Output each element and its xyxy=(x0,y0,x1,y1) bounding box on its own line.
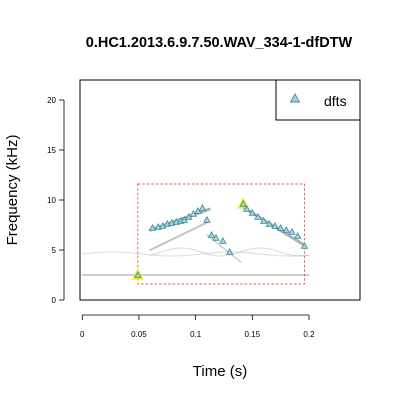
y-tick-label: 15 xyxy=(47,146,56,155)
spectrogram-trace xyxy=(149,247,310,257)
legend-entry-dfts: dfts xyxy=(324,93,347,109)
data-point xyxy=(212,233,220,241)
data-point xyxy=(254,212,262,220)
y-tick-label: 10 xyxy=(47,196,56,205)
data-point xyxy=(242,204,251,212)
data-point xyxy=(265,219,274,227)
y-axis: 0 5 10 15 20 xyxy=(47,96,65,305)
x-axis: 0 0.05 0.1 0.15 0.2 xyxy=(80,314,315,339)
x-tick-label: 0.15 xyxy=(245,330,261,339)
data-point xyxy=(219,236,227,244)
data-point xyxy=(225,247,234,255)
spectrogram-trace xyxy=(149,220,211,251)
plot-frame xyxy=(79,79,361,301)
spectrogram-trace xyxy=(239,204,306,247)
data-point xyxy=(239,199,247,207)
legend-box xyxy=(275,79,361,121)
y-tick-label: 20 xyxy=(47,96,56,105)
legend-marker-triangle-icon xyxy=(289,93,301,103)
data-points xyxy=(131,197,309,280)
data-point xyxy=(134,270,142,278)
x-tick-label: 0.2 xyxy=(303,330,315,339)
data-point xyxy=(293,231,302,239)
spectrogram-trace xyxy=(81,251,310,257)
legend: dfts xyxy=(275,79,361,121)
y-tick-label: 5 xyxy=(52,246,57,255)
data-point xyxy=(276,223,285,231)
selection-box xyxy=(137,183,305,285)
x-tick-label: 0.05 xyxy=(131,330,147,339)
x-axis-label: Time (s) xyxy=(193,363,247,380)
y-tick-label: 0 xyxy=(52,296,57,305)
spectrogram-trace xyxy=(206,234,242,263)
data-point xyxy=(271,221,279,229)
data-point xyxy=(259,216,268,224)
data-point xyxy=(148,223,157,231)
chart-title: 0.HC1.2013.6.9.7.50.WAV_334-1-dfDTW xyxy=(86,35,353,51)
data-point xyxy=(288,227,296,235)
data-point xyxy=(282,225,291,233)
x-tick-label: 0.1 xyxy=(190,330,202,339)
y-axis-label: Frequency (kHz) xyxy=(4,135,21,246)
data-point xyxy=(248,208,257,216)
x-tick-label: 0 xyxy=(80,330,85,339)
data-point xyxy=(198,203,207,211)
data-point xyxy=(300,241,309,249)
data-point xyxy=(203,215,211,223)
data-point xyxy=(207,230,216,238)
